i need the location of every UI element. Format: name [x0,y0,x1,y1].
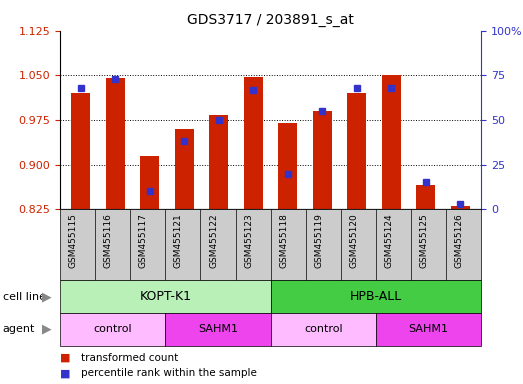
Bar [382,75,401,209]
Title: GDS3717 / 203891_s_at: GDS3717 / 203891_s_at [187,13,354,27]
Text: transformed count: transformed count [81,353,178,363]
Text: GSM455126: GSM455126 [454,213,463,268]
Bar [175,129,194,209]
Bar [71,93,90,209]
Text: percentile rank within the sample: percentile rank within the sample [81,368,257,378]
Bar [106,78,125,209]
Text: ■: ■ [60,353,71,363]
Text: ■: ■ [60,368,71,378]
Text: GSM455119: GSM455119 [314,213,323,268]
Text: SAHM1: SAHM1 [408,324,449,334]
Text: GSM455123: GSM455123 [244,213,253,268]
Bar [244,76,263,209]
Text: ▶: ▶ [42,290,52,303]
Text: GSM455122: GSM455122 [209,213,218,268]
Text: GSM455120: GSM455120 [349,213,358,268]
Text: control: control [304,324,343,334]
Bar [347,93,367,209]
Text: KOPT-K1: KOPT-K1 [140,290,191,303]
Text: GSM455115: GSM455115 [69,213,78,268]
Text: ▶: ▶ [42,323,52,336]
Text: HPB-ALL: HPB-ALL [350,290,402,303]
Text: GSM455116: GSM455116 [104,213,113,268]
Text: GSM455125: GSM455125 [419,213,428,268]
Text: GSM455124: GSM455124 [384,213,393,268]
Text: GSM455118: GSM455118 [279,213,288,268]
Text: agent: agent [3,324,35,334]
Bar [451,206,470,209]
Bar [313,111,332,209]
Text: GSM455121: GSM455121 [174,213,183,268]
Bar [416,185,436,209]
Text: control: control [94,324,132,334]
Bar [209,115,229,209]
Text: cell line: cell line [3,291,46,302]
Text: GSM455117: GSM455117 [139,213,148,268]
Bar [140,156,160,209]
Bar [278,123,298,209]
Text: SAHM1: SAHM1 [198,324,238,334]
